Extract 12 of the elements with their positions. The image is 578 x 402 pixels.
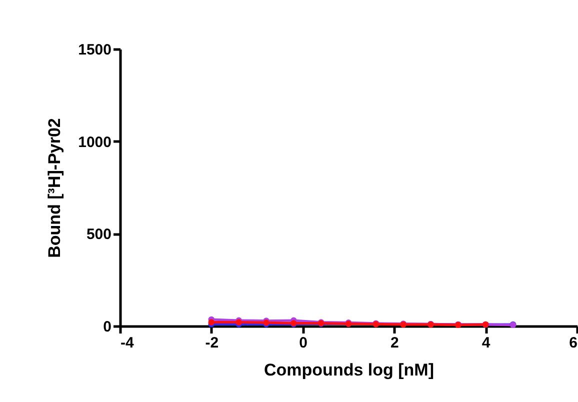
- y-tick-label: 500: [86, 226, 112, 244]
- x-tick-label: -2: [205, 334, 219, 352]
- x-axis-title: Compounds log [nM]: [264, 360, 434, 380]
- y-tick-label: 0: [103, 318, 112, 336]
- y-tick-label: 1500: [78, 42, 112, 58]
- y-axis-title: Bound [³H]-Pyr02: [45, 118, 64, 258]
- x-tick-label: 6: [569, 334, 578, 352]
- y-tick-label: 1000: [78, 134, 112, 151]
- x-tick-label: -4: [120, 334, 134, 352]
- x-tick-label: 2: [390, 334, 399, 352]
- x-tick-label: 0: [299, 334, 308, 352]
- x-tick-label: 4: [482, 334, 491, 352]
